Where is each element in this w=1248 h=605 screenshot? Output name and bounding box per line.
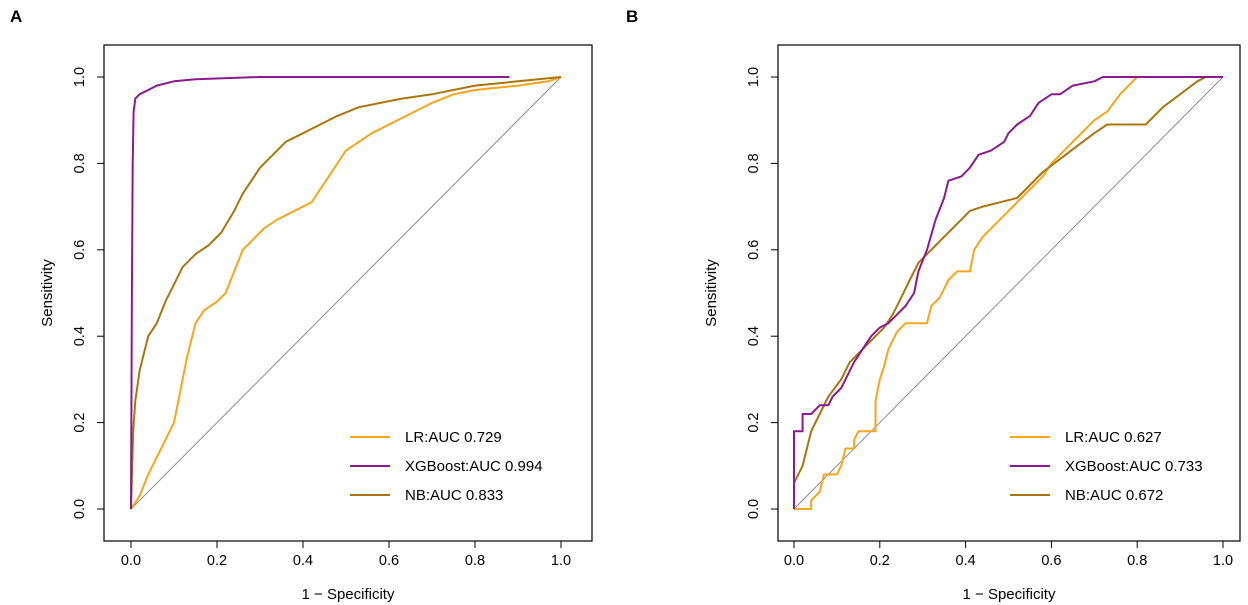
y-tick-label: 1.0 [746, 67, 762, 87]
roc-curve-nb [793, 76, 1223, 509]
panel-letter: A [10, 7, 22, 26]
y-axis-title: Sensitivity [703, 259, 720, 327]
x-tick-label: 0.0 [121, 553, 141, 569]
y-tick-label: 0.0 [746, 499, 762, 519]
x-axis-title: 1 − Specificity [963, 586, 1056, 603]
roc-panel-B: B 0.0 0.2 0.4 0.6 0.8 1.0 0.0 0.2 0.4 0.6 0.8 1.0 1 −… [626, 7, 1241, 603]
chance-diagonal-line [793, 76, 1224, 510]
y-tick-label: 0.4 [72, 326, 88, 346]
roc-curve-lr [794, 76, 1223, 510]
legend-label-lr: LR:AUC 0.627 [1065, 429, 1162, 446]
roc-curve-xgboost [130, 76, 510, 510]
y-tick-label: 0.6 [746, 240, 762, 260]
y-axis-title: Sensitivity [39, 259, 56, 327]
roc-panel-A: A 0.0 0.2 0.4 0.6 0.8 1.0 0.0 0.2 0.4 0.6 0.8 1.0 1 −… [10, 7, 593, 603]
y-tick-label: 0.8 [72, 153, 88, 173]
legend: LR:AUC 0.729 XGBoost:AUC 0.994 NB:AUC 0.83… [350, 429, 543, 504]
legend-label-nb: NB:AUC 0.672 [1065, 487, 1163, 504]
plot-frame [103, 44, 593, 542]
y-tick-label: 0.0 [72, 499, 88, 519]
roc-curve-lr [130, 76, 562, 510]
roc-curve-xgboost [793, 76, 1223, 509]
x-tick-label: 0.4 [956, 553, 976, 569]
chance-diagonal-line [130, 76, 562, 510]
y-tick-label: 0.2 [746, 413, 762, 433]
x-tick-label: 1.0 [551, 553, 571, 569]
panel-letter: B [626, 7, 638, 26]
x-tick-label: 0.2 [207, 553, 227, 569]
x-axis-title: 1 − Specificity [302, 586, 395, 603]
roc-curve-nb [130, 76, 562, 510]
legend-label-xgboost: XGBoost:AUC 0.733 [1065, 458, 1203, 475]
x-tick-label: 0.6 [379, 553, 399, 569]
x-tick-label: 0.4 [293, 553, 313, 569]
y-tick-label: 0.2 [72, 413, 88, 433]
y-tick-label: 0.4 [746, 326, 762, 346]
legend-label-lr: LR:AUC 0.729 [405, 429, 502, 446]
x-tick-label: 0.6 [1041, 553, 1061, 569]
legend-label-xgboost: XGBoost:AUC 0.994 [405, 458, 543, 475]
y-tick-label: 0.8 [746, 153, 762, 173]
y-tick-label: 0.6 [72, 240, 88, 260]
legend: LR:AUC 0.627 XGBoost:AUC 0.733 NB:AUC 0.67… [1010, 429, 1203, 504]
plot-frame [777, 44, 1241, 542]
x-tick-label: 0.8 [1127, 553, 1147, 569]
legend-label-nb: NB:AUC 0.833 [405, 487, 503, 504]
x-tick-label: 0.2 [870, 553, 890, 569]
x-tick-label: 0.8 [465, 553, 485, 569]
y-tick-label: 1.0 [72, 67, 88, 87]
x-tick-label: 0.0 [784, 553, 804, 569]
x-tick-label: 1.0 [1213, 553, 1233, 569]
